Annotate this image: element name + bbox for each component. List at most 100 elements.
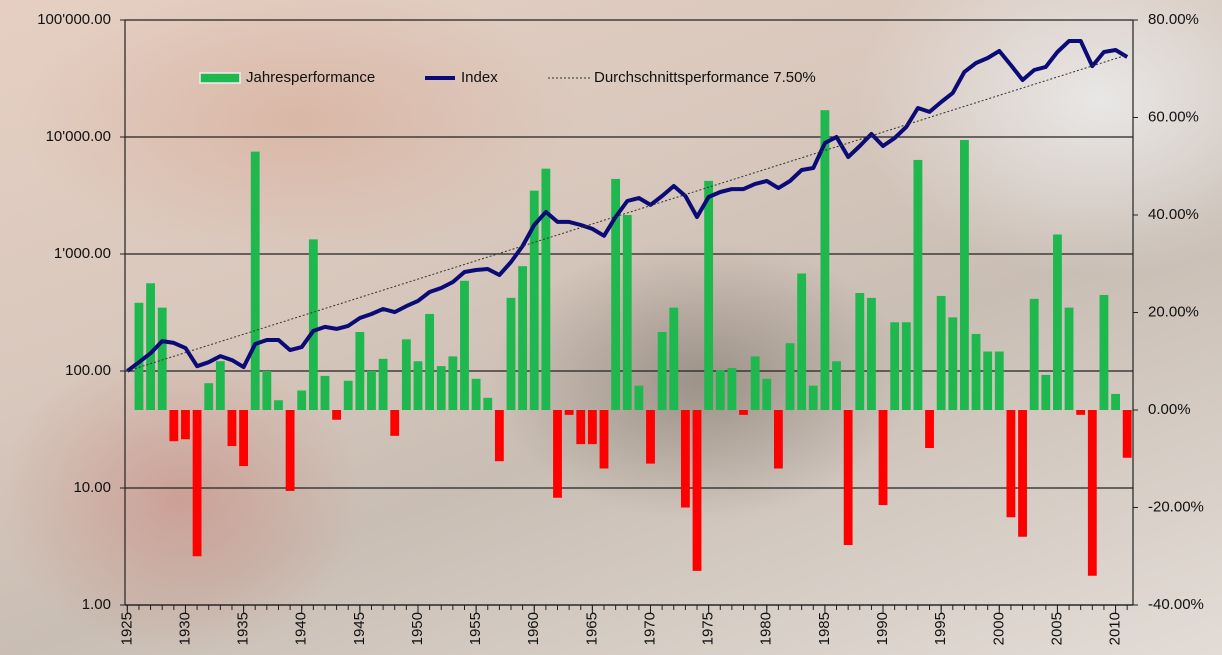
bar <box>890 322 899 410</box>
bar <box>193 410 202 556</box>
x-tick-label: 2005 <box>1048 612 1065 645</box>
bar <box>925 410 934 448</box>
bar <box>972 334 981 410</box>
x-tick-label: 1975 <box>700 612 717 645</box>
bar <box>321 376 330 410</box>
bar <box>262 371 271 410</box>
bar <box>1100 295 1109 410</box>
bar <box>181 410 190 439</box>
bar <box>135 303 144 410</box>
bar <box>1041 375 1050 410</box>
x-tick-label: 1990 <box>874 612 891 645</box>
bar <box>704 181 713 410</box>
x-tick-label: 1935 <box>235 612 252 645</box>
bar <box>541 169 550 410</box>
bar <box>297 391 306 411</box>
y2-tick-label: -20.00% <box>1148 498 1204 515</box>
bar <box>1123 410 1132 458</box>
bar <box>472 379 481 410</box>
bar <box>204 383 213 410</box>
bar <box>937 296 946 410</box>
legend-swatch <box>200 73 240 83</box>
bar <box>983 352 992 411</box>
bar <box>460 281 469 410</box>
x-tick-label: 1950 <box>409 612 426 645</box>
bar <box>274 400 283 410</box>
legend-label: Index <box>461 69 498 86</box>
bar <box>448 356 457 410</box>
bar <box>1111 394 1120 410</box>
x-tick-label: 2010 <box>1107 612 1124 645</box>
bar <box>1030 299 1039 410</box>
y-tick-label: 100.00 <box>65 362 111 379</box>
bar <box>960 140 969 410</box>
bar <box>402 339 411 410</box>
bar <box>251 152 260 410</box>
bar <box>600 410 609 469</box>
bar <box>797 274 806 411</box>
bar <box>495 410 504 461</box>
x-tick-label: 1945 <box>351 612 368 645</box>
chart: 1.0010.00100.001'000.0010'000.00100'000.… <box>0 0 1222 655</box>
x-tick-label: 1955 <box>467 612 484 645</box>
bar <box>228 410 237 446</box>
y-tick-label: 1.00 <box>82 596 111 613</box>
bar <box>379 359 388 410</box>
bar <box>832 361 841 410</box>
bar <box>844 410 853 545</box>
bar <box>669 308 678 410</box>
bar <box>355 332 364 410</box>
bar <box>855 293 864 410</box>
bar <box>286 410 295 491</box>
bar <box>739 410 748 415</box>
bar <box>1088 410 1097 576</box>
bar <box>483 398 492 410</box>
y-tick-label: 100'000.00 <box>37 11 111 28</box>
bar <box>367 371 376 410</box>
bar <box>507 298 516 410</box>
bar <box>751 356 760 410</box>
y2-tick-label: 40.00% <box>1148 206 1199 223</box>
x-tick-label: 1940 <box>293 612 310 645</box>
bar <box>146 283 155 410</box>
bar <box>344 381 353 410</box>
bar <box>1076 410 1085 415</box>
bar <box>762 379 771 410</box>
y-tick-label: 1'000.00 <box>54 245 111 262</box>
bar <box>588 410 597 444</box>
bar <box>158 308 167 410</box>
bar <box>774 410 783 469</box>
bar <box>332 410 341 420</box>
y2-tick-label: -40.00% <box>1148 596 1204 613</box>
bar <box>623 215 632 410</box>
bar <box>565 410 574 415</box>
y2-tick-label: 80.00% <box>1148 11 1199 28</box>
bar <box>1065 308 1074 410</box>
bar <box>437 366 446 410</box>
bar <box>425 314 434 410</box>
bar <box>727 368 736 410</box>
bar <box>1053 235 1062 411</box>
bar <box>576 410 585 444</box>
bar <box>681 410 690 508</box>
page: 1.0010.00100.001'000.0010'000.00100'000.… <box>0 0 1222 655</box>
bar <box>693 410 702 571</box>
x-tick-label: 1930 <box>176 612 193 645</box>
bar <box>948 317 957 410</box>
bar <box>216 361 225 410</box>
bar <box>995 352 1004 411</box>
x-tick-label: 1970 <box>641 612 658 645</box>
y2-tick-label: 0.00% <box>1148 401 1191 418</box>
x-tick-label: 1985 <box>816 612 833 645</box>
bar <box>518 266 527 410</box>
bar <box>913 160 922 410</box>
bar <box>658 332 667 410</box>
y2-tick-label: 60.00% <box>1148 108 1199 125</box>
y-tick-label: 10'000.00 <box>46 128 111 145</box>
bar <box>390 410 399 436</box>
y2-tick-label: 20.00% <box>1148 303 1199 320</box>
bar <box>309 239 318 410</box>
bar <box>553 410 562 498</box>
bar <box>867 298 876 410</box>
bar <box>646 410 655 464</box>
